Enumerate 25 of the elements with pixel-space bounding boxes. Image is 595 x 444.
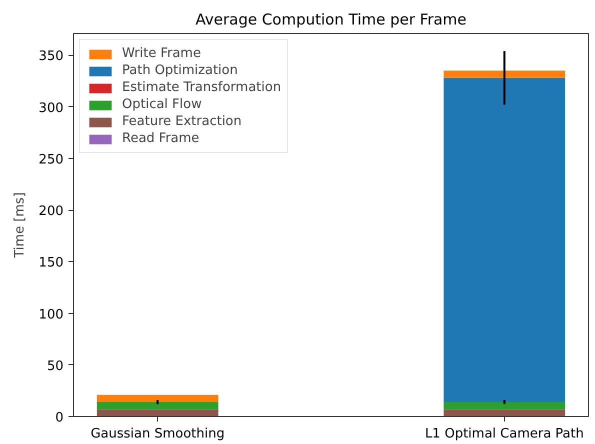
y-tick-label: 0 [55,410,64,426]
bar [96,402,218,410]
bar [444,70,566,78]
y-tick-label: 300 [38,100,64,116]
legend-label: Optical Flow [122,97,202,112]
legend-label: Read Frame [122,131,200,146]
bar [444,409,566,416]
y-tick-label: 350 [38,49,64,64]
y-tick-label: 150 [38,256,64,271]
y-tick-label: 50 [46,358,64,374]
legend-label: Feature Extraction [122,114,242,129]
legend-label: Path Optimization [122,63,238,78]
bar [444,78,566,402]
y-tick-label: 250 [38,152,64,168]
bar [96,409,218,416]
bar [444,402,566,410]
y-tick-label: 200 [38,204,64,220]
y-axis-title: Time [ms] [12,192,28,259]
legend-label: Write Frame [122,46,201,61]
x-tick-label: Gaussian Smoothing [90,426,225,442]
bar [96,394,218,402]
chart-title: Average Compution Time per Frame [195,10,467,28]
y-tick-label: 100 [38,307,64,322]
x-tick-label: L1 Optimal Camera Path [424,426,584,442]
legend-label: Estimate Transformation [122,80,282,95]
